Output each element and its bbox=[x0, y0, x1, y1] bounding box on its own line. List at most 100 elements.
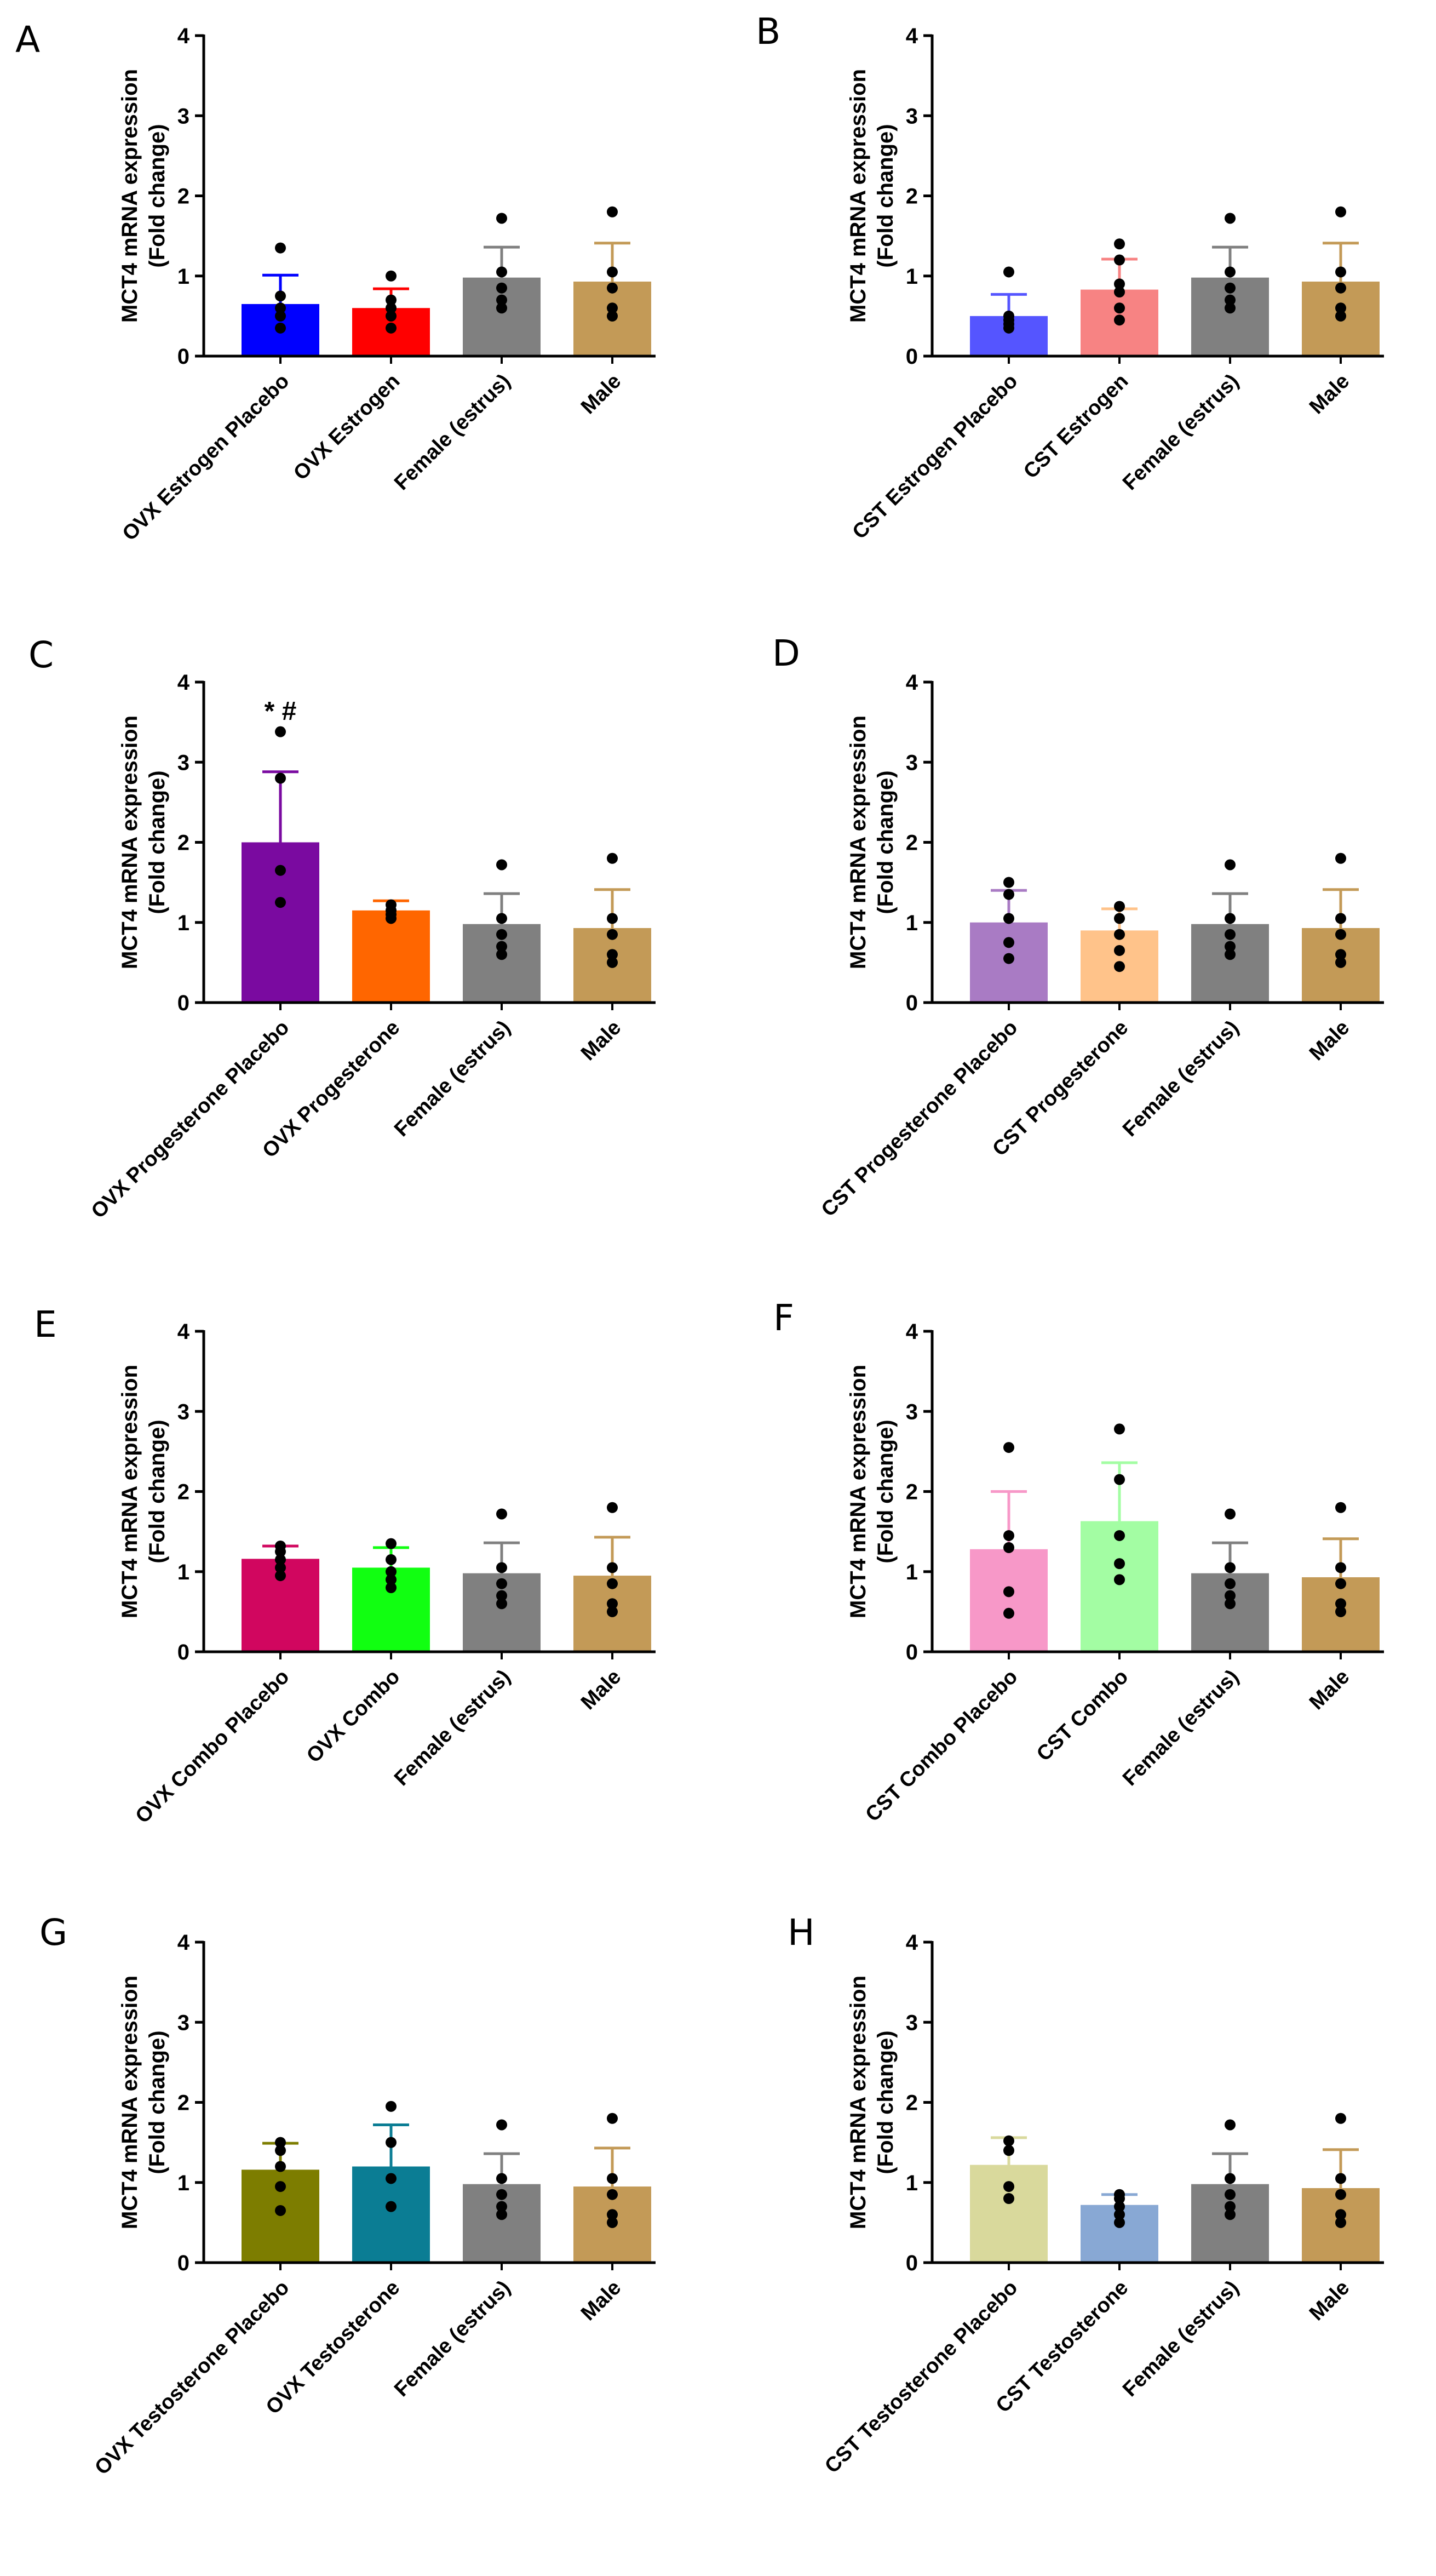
y-axis-label-unit: (Fold change) bbox=[874, 2030, 898, 2174]
y-axis-label: MCT4 mRNA expression bbox=[846, 1976, 870, 2229]
data-point bbox=[496, 1578, 507, 1589]
category-label-3: Female (estrus) bbox=[1118, 1016, 1243, 1141]
data-point bbox=[275, 1554, 286, 1565]
y-tick-label: 2 bbox=[906, 831, 918, 855]
category-label-4: Male bbox=[577, 2276, 625, 2325]
data-point bbox=[275, 2145, 286, 2156]
category-label-1: OVX Progesterone Placebo bbox=[87, 1016, 294, 1223]
data-point bbox=[1225, 949, 1236, 960]
data-point bbox=[1335, 2173, 1346, 2184]
category-label-4: Male bbox=[577, 1665, 625, 1714]
y-tick-label: 3 bbox=[177, 104, 189, 128]
data-point bbox=[275, 242, 286, 254]
data-point bbox=[1335, 852, 1346, 864]
y-tick-label: 2 bbox=[177, 185, 189, 209]
data-point bbox=[607, 1562, 618, 1573]
category-label-2: CST Estrogen bbox=[1019, 370, 1133, 483]
data-point bbox=[1225, 2119, 1236, 2131]
data-point bbox=[1335, 1562, 1346, 1573]
y-tick-label: 1 bbox=[906, 1560, 918, 1584]
y-tick-label: 1 bbox=[177, 1560, 189, 1584]
data-point bbox=[496, 294, 507, 306]
y-tick-label: 1 bbox=[906, 265, 918, 289]
data-point bbox=[496, 941, 507, 952]
data-point bbox=[607, 957, 618, 968]
data-point bbox=[1335, 1598, 1346, 1610]
y-tick-label: 4 bbox=[906, 1320, 918, 1344]
y-tick-label: 1 bbox=[906, 911, 918, 935]
data-point bbox=[1003, 2135, 1014, 2146]
category-label-4: Male bbox=[577, 370, 625, 419]
data-point bbox=[275, 1562, 286, 1573]
category-label-4: Male bbox=[1305, 1016, 1354, 1065]
y-tick-label: 3 bbox=[177, 751, 189, 775]
y-tick-label: 4 bbox=[177, 24, 190, 48]
data-point bbox=[386, 2173, 397, 2184]
data-point bbox=[386, 2201, 397, 2212]
data-point bbox=[1114, 314, 1125, 326]
data-point bbox=[496, 1508, 507, 1520]
category-label-4: Male bbox=[1305, 2276, 1354, 2325]
data-point bbox=[1335, 913, 1346, 924]
data-point bbox=[275, 310, 286, 322]
data-point bbox=[1335, 282, 1346, 294]
data-point bbox=[1335, 957, 1346, 968]
data-point bbox=[275, 726, 286, 737]
data-point bbox=[1114, 1423, 1125, 1435]
y-axis-label-unit: (Fold change) bbox=[145, 770, 169, 914]
data-point bbox=[496, 213, 507, 224]
category-label-2: OVX Combo bbox=[302, 1665, 404, 1767]
y-tick-label: 1 bbox=[177, 911, 189, 935]
data-point bbox=[1114, 254, 1125, 266]
data-point bbox=[607, 2217, 618, 2228]
data-point bbox=[386, 2137, 397, 2148]
data-point bbox=[607, 929, 618, 940]
bar-1 bbox=[970, 2165, 1048, 2263]
data-point bbox=[607, 2113, 618, 2124]
category-label-1: CST Testosterone Placebo bbox=[820, 2276, 1022, 2478]
data-point bbox=[607, 2189, 618, 2200]
y-axis-label-unit: (Fold change) bbox=[874, 1419, 898, 1563]
data-point bbox=[607, 1578, 618, 1589]
category-label-3: Female (estrus) bbox=[390, 2276, 515, 2401]
y-tick-label: 2 bbox=[906, 1480, 918, 1504]
y-tick-label: 2 bbox=[177, 1480, 189, 1504]
data-point bbox=[1335, 1502, 1346, 1513]
y-tick-label: 3 bbox=[177, 1400, 189, 1424]
data-point bbox=[607, 302, 618, 314]
y-tick-label: 2 bbox=[906, 185, 918, 209]
data-point bbox=[275, 897, 286, 908]
data-point bbox=[1225, 1590, 1236, 1601]
panel-letter-b: B bbox=[756, 10, 780, 53]
data-point bbox=[1225, 859, 1236, 871]
y-tick-label: 4 bbox=[906, 671, 918, 695]
data-point bbox=[275, 302, 286, 314]
data-point bbox=[1114, 287, 1125, 297]
data-point bbox=[1114, 961, 1125, 972]
y-tick-label: 4 bbox=[906, 1931, 918, 1955]
panel-h: H MCT4 mRNA expression (Fold change) CST Te… bbox=[788, 1911, 1384, 2478]
data-point bbox=[1114, 2201, 1125, 2212]
panel-e: E MCT4 mRNA expression (Fold change) OVX Co… bbox=[34, 1303, 656, 1828]
data-point bbox=[607, 310, 618, 322]
data-point bbox=[496, 1598, 507, 1610]
y-tick-label: 2 bbox=[177, 831, 189, 855]
data-point bbox=[1335, 2209, 1346, 2220]
data-point bbox=[1114, 1574, 1125, 1585]
data-point bbox=[1225, 1508, 1236, 1520]
data-point bbox=[496, 282, 507, 294]
y-axis-label: MCT4 mRNA expression bbox=[118, 1976, 142, 2229]
data-point bbox=[386, 310, 397, 322]
category-label-4: Male bbox=[1305, 1665, 1354, 1714]
data-point bbox=[607, 913, 618, 924]
category-label-1: CST Estrogen Placebo bbox=[848, 370, 1022, 544]
data-point bbox=[1225, 1578, 1236, 1589]
y-tick-label: 0 bbox=[177, 2251, 189, 2275]
data-point bbox=[1003, 1442, 1014, 1453]
data-point bbox=[1225, 941, 1236, 952]
data-point bbox=[1003, 937, 1014, 948]
y-tick-label: 4 bbox=[177, 671, 190, 695]
data-point bbox=[386, 322, 397, 334]
data-point bbox=[1114, 278, 1125, 290]
category-label-3: Female (estrus) bbox=[1118, 370, 1243, 495]
